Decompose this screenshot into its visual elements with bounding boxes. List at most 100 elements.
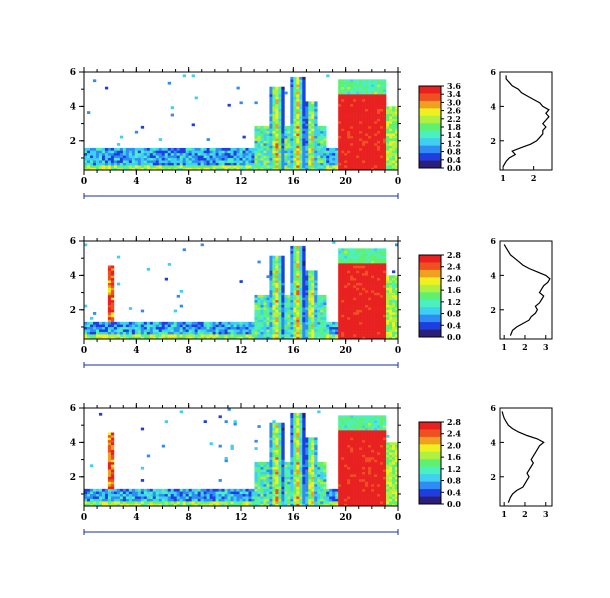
heatmap-cell [323,299,327,303]
x-tick-label: 0 [81,177,87,187]
heatmap-cell [287,152,291,156]
heatmap-cell [176,150,180,154]
heatmap-cell [275,150,279,154]
heatmap-cell [302,267,306,271]
heatmap-cell [347,101,351,105]
heatmap-cell [302,81,306,85]
heatmap-cell [374,304,378,308]
heatmap-cell [182,321,186,325]
heatmap-cell [299,165,303,168]
heatmap-cell [380,145,384,149]
heatmap-cell [263,157,267,161]
heatmap-cell [353,297,357,301]
heatmap-cell [281,469,285,472]
heatmap-cell [104,493,109,497]
heatmap-cell [269,270,273,274]
heatmap-cell [365,147,369,151]
heatmap-cell [128,503,133,507]
heatmap-cell [320,324,324,328]
heatmap-cell [263,128,267,132]
heatmap-cell [311,324,315,328]
heatmap-cell [383,118,387,122]
heatmap-cell [341,275,345,279]
heatmap-cell [299,101,303,105]
heatmap-cell [353,292,357,296]
heatmap-cell [146,267,151,271]
heatmap-cell [386,121,390,124]
heatmap-cell [152,503,157,507]
heatmap-cell [326,152,330,156]
heatmap-cell [104,160,109,163]
heatmap-cell [296,133,300,136]
heatmap-cell [215,498,219,502]
heatmap-cell [338,304,342,308]
heatmap-cell [362,118,366,122]
heatmap-cell [284,488,288,492]
heatmap-cell [359,143,363,146]
heatmap-cell [278,331,282,335]
heatmap-cell [170,157,175,161]
heatmap-cell [224,493,228,497]
heatmap-cell [185,498,189,502]
heatmap-cell [389,294,393,298]
heatmap-cell [263,125,267,129]
heatmap-cell [218,334,222,337]
heatmap-cell [371,277,375,281]
heatmap-cell [242,160,246,163]
heatmap-cell [317,157,321,161]
heatmap-cell [269,459,273,463]
heatmap-cell [278,96,282,100]
heatmap-cell [299,121,303,124]
heatmap-cell [152,331,157,335]
heatmap-cell [176,157,180,161]
heatmap-cell [353,116,357,119]
heatmap-cell [389,157,393,161]
heatmap-cell [347,258,351,261]
heatmap-cell [392,277,396,281]
heatmap-cell [395,307,399,310]
heatmap-cell [335,321,339,325]
heatmap-cell [362,138,366,141]
heatmap-cell [320,133,324,136]
heatmap-cell [278,444,282,448]
heatmap-cell [380,86,384,90]
heatmap-cell [203,491,207,495]
heatmap-cell [287,130,291,134]
heatmap-cell [347,147,351,151]
heatmap-cell [362,150,366,154]
heatmap-cell [230,155,234,159]
heatmap-cell [353,103,357,107]
colorbar-swatch [419,297,441,301]
heatmap-cell [182,331,186,335]
heatmap-cell [296,457,300,460]
heatmap-cell [278,491,282,495]
heatmap-cell [293,474,297,477]
heatmap-cell [377,140,381,144]
heatmap-cell [84,243,88,247]
heatmap-cell [107,280,112,283]
heatmap-cell [374,324,378,328]
heatmap-cell [293,459,297,463]
heatmap-cell [98,324,103,328]
heatmap-cell [377,304,381,308]
heatmap-cell [383,167,387,171]
heatmap-cell [332,321,336,325]
heatmap-cell [344,81,348,85]
heatmap-cell [179,498,183,502]
heatmap-cell [95,165,100,168]
heatmap-cell [308,167,312,171]
heatmap-cell [197,331,201,335]
heatmap-cell [305,321,309,325]
heatmap-cell [344,98,348,102]
heatmap-cell [284,155,288,159]
heatmap-cell [194,152,198,156]
heatmap-cell [341,312,345,315]
heatmap-cell [356,263,360,266]
heatmap-cell [92,165,97,168]
heatmap-cell [122,491,127,495]
heatmap-cell [245,160,249,163]
heatmap-cell [137,503,142,507]
heatmap-cell [347,272,351,276]
heatmap-cell [245,496,249,499]
heatmap-cell [260,125,264,129]
